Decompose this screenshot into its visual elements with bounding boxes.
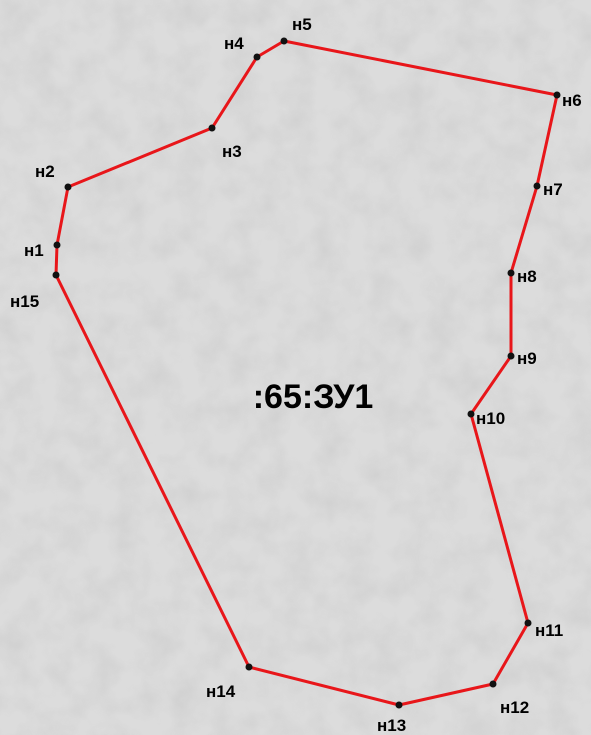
boundary-point <box>54 242 61 249</box>
point-label: н3 <box>222 142 242 161</box>
point-label: н8 <box>517 267 537 286</box>
boundary-point <box>254 54 261 61</box>
point-label: н1 <box>24 241 44 260</box>
point-label: н14 <box>206 682 236 701</box>
point-label: н4 <box>224 34 244 53</box>
point-label: н9 <box>517 349 537 368</box>
boundary-point <box>525 620 532 627</box>
point-label: н12 <box>500 698 529 717</box>
point-label: н6 <box>562 91 582 110</box>
point-label: н2 <box>35 162 55 181</box>
boundary-point <box>65 184 72 191</box>
boundary-point <box>534 183 541 190</box>
parcel-label: :65:ЗУ1 <box>253 378 374 416</box>
boundary-point <box>53 272 60 279</box>
boundary-point <box>490 681 497 688</box>
point-label: н10 <box>476 409 505 428</box>
page: н1 н2 н3 н4 н5 н6 н7 н8 н9 н10 н11 н12 н13 н14 н15 :65… <box>0 0 591 735</box>
point-label: н15 <box>10 292 39 311</box>
point-label: н11 <box>535 621 563 640</box>
point-label: н7 <box>543 180 563 199</box>
boundary-point <box>246 664 253 671</box>
boundary-point <box>396 702 403 709</box>
boundary-point <box>209 125 216 132</box>
point-label: н5 <box>292 15 312 34</box>
boundary-point <box>468 411 475 418</box>
boundary-point <box>281 38 288 45</box>
boundary-point <box>508 353 515 360</box>
point-label: н13 <box>377 716 406 735</box>
map: н1 н2 н3 н4 н5 н6 н7 н8 н9 н10 н11 н12 н13 н14 н15 :65… <box>0 0 591 735</box>
boundary-point <box>508 270 515 277</box>
boundary-point <box>554 92 561 99</box>
